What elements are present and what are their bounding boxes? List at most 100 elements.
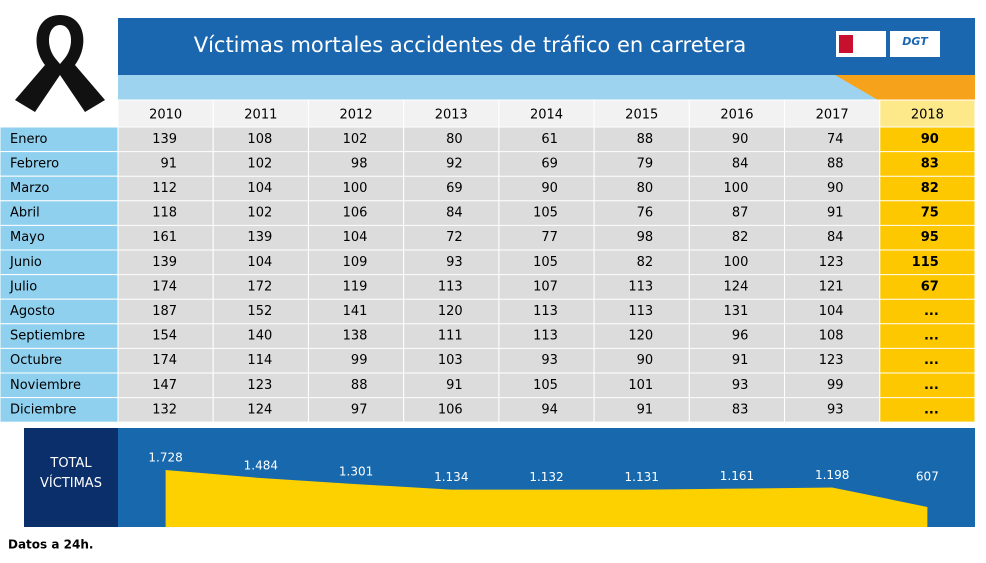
cell-value: 69 xyxy=(446,181,463,196)
cell-value: 124 xyxy=(247,402,272,417)
year-header: 2015 xyxy=(625,108,658,123)
cell-value: 118 xyxy=(152,206,177,221)
cell-value: ... xyxy=(924,304,939,319)
year-header-cell xyxy=(784,99,881,128)
year-header-cell xyxy=(307,99,405,128)
cell-value: 139 xyxy=(152,132,177,147)
ribbon-icon xyxy=(15,15,105,112)
month-label: Mayo xyxy=(10,230,45,245)
month-label: Diciembre xyxy=(10,402,76,417)
cell-value: 84 xyxy=(446,206,463,221)
cell-value: 91 xyxy=(446,378,463,393)
cell-value: 138 xyxy=(343,329,368,344)
cell-value: 123 xyxy=(819,353,844,368)
cell-value: 161 xyxy=(152,230,177,245)
month-cell xyxy=(0,151,119,177)
cell-value: 93 xyxy=(827,402,844,417)
cell-value: 100 xyxy=(724,255,749,270)
total-value: 1.301 xyxy=(339,465,373,479)
cell-value: 104 xyxy=(819,304,844,319)
year-header-cell xyxy=(688,99,786,128)
cell-value: 80 xyxy=(637,181,654,196)
cell-value: 120 xyxy=(438,304,463,319)
cell-value: 93 xyxy=(541,353,558,368)
cell-value: 140 xyxy=(247,329,272,344)
cell-value: 113 xyxy=(438,279,463,294)
year-header: 2017 xyxy=(816,108,849,123)
cell-value: 108 xyxy=(819,329,844,344)
cell-value: 114 xyxy=(247,353,272,368)
month-label: Octubre xyxy=(10,353,62,368)
cell-value: 72 xyxy=(446,230,463,245)
dgt-logo xyxy=(890,31,940,57)
cell-value: 119 xyxy=(343,279,368,294)
total-value: 1.161 xyxy=(720,469,754,483)
cell-value: 90 xyxy=(637,353,654,368)
cell-value: 88 xyxy=(637,132,654,147)
cell-value: 84 xyxy=(827,230,844,245)
cell-value: 113 xyxy=(533,329,558,344)
year-header-cell xyxy=(403,99,500,128)
cell-value: 99 xyxy=(351,353,368,368)
cell-value: 102 xyxy=(247,156,272,171)
year-header: 2016 xyxy=(720,108,753,123)
cell-value: 120 xyxy=(628,329,653,344)
year-header-cell xyxy=(593,99,690,128)
cell-value: 101 xyxy=(628,378,653,393)
cell-value: 107 xyxy=(533,279,558,294)
total-value: 1.132 xyxy=(529,470,563,484)
cell-value: 80 xyxy=(446,132,463,147)
cell-value: 121 xyxy=(819,279,844,294)
year-header: 2012 xyxy=(340,108,373,123)
month-label: Junio xyxy=(9,255,42,270)
month-label: Julio xyxy=(9,279,37,294)
cell-value: 105 xyxy=(533,378,558,393)
cell-value: 187 xyxy=(152,304,177,319)
cell-value: 172 xyxy=(247,279,272,294)
title: Víctimas mortales accidentes de tráfico … xyxy=(194,33,747,57)
totals-area xyxy=(165,469,928,527)
cell-value: 94 xyxy=(541,402,558,417)
total-value: 1.198 xyxy=(815,468,849,482)
cell-value: 79 xyxy=(637,156,654,171)
cell-value: ... xyxy=(924,378,939,393)
cell-value: 91 xyxy=(637,402,654,417)
month-cell xyxy=(0,323,119,349)
cell-value: 132 xyxy=(152,402,177,417)
cell-value: 87 xyxy=(732,206,749,221)
cell-value: 77 xyxy=(541,230,558,245)
cell-value: 154 xyxy=(152,329,177,344)
total-value: 1.131 xyxy=(625,470,659,484)
cell-value: 139 xyxy=(247,230,272,245)
cell-value: 100 xyxy=(724,181,749,196)
month-cell xyxy=(0,397,119,423)
cell-value: 88 xyxy=(827,156,844,171)
cell-value: 111 xyxy=(438,329,463,344)
cell-value: 82 xyxy=(637,255,654,270)
cell-value: 88 xyxy=(351,378,368,393)
cell-value: 75 xyxy=(921,206,939,221)
dgt-logo-text: DGT xyxy=(902,35,929,48)
cell-value: 104 xyxy=(247,181,272,196)
cell-value: 115 xyxy=(912,255,939,270)
month-cell xyxy=(0,274,119,300)
cell-value: 95 xyxy=(921,230,939,245)
cell-value: 141 xyxy=(343,304,368,319)
cell-value: 112 xyxy=(152,181,177,196)
title-shadow xyxy=(118,75,878,100)
cell-value: 69 xyxy=(541,156,558,171)
cell-value: 90 xyxy=(541,181,558,196)
cell-value: 102 xyxy=(247,206,272,221)
year-header-cell xyxy=(498,99,595,128)
cell-value: 174 xyxy=(152,353,177,368)
month-cell xyxy=(0,175,119,202)
cell-value: 174 xyxy=(152,279,177,294)
month-label: Abril xyxy=(10,206,40,221)
cell-value: 90 xyxy=(732,132,749,147)
cell-value: 93 xyxy=(732,378,749,393)
cell-value: 106 xyxy=(343,206,368,221)
cell-value: ... xyxy=(924,402,939,417)
title-band xyxy=(118,18,975,75)
cell-value: 104 xyxy=(343,230,368,245)
cell-value: 98 xyxy=(351,156,368,171)
